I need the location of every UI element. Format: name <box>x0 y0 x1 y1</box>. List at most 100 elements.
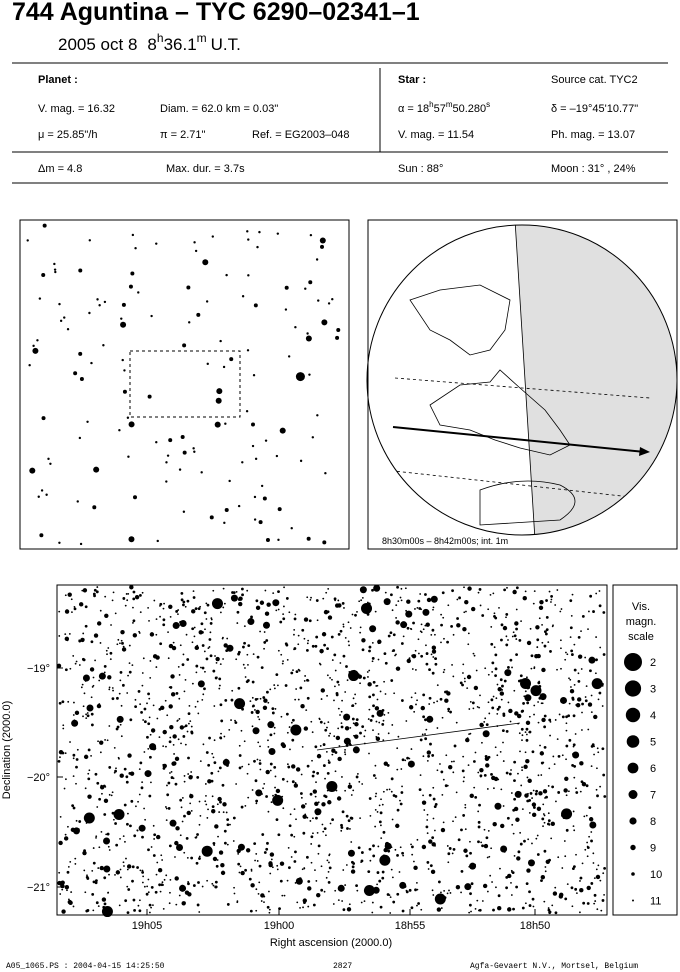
star <box>87 748 91 752</box>
star <box>584 848 587 851</box>
star <box>395 667 398 670</box>
star <box>591 743 595 747</box>
star <box>75 782 77 785</box>
star <box>493 776 499 782</box>
star <box>530 654 534 658</box>
star <box>266 841 269 845</box>
star <box>132 606 134 609</box>
star <box>446 845 449 847</box>
star <box>541 667 546 673</box>
star <box>414 649 417 652</box>
star <box>218 684 221 687</box>
star <box>220 719 224 723</box>
star <box>224 422 227 425</box>
star <box>293 835 296 838</box>
star <box>259 697 262 700</box>
star <box>281 795 284 798</box>
star <box>45 493 48 496</box>
star <box>356 610 358 613</box>
star <box>146 702 148 705</box>
star <box>195 861 199 865</box>
star <box>333 735 336 738</box>
star <box>419 593 422 595</box>
star <box>124 840 126 843</box>
star <box>547 785 550 787</box>
star <box>211 598 223 610</box>
star <box>446 690 448 693</box>
star <box>111 687 114 689</box>
star <box>544 870 547 873</box>
star <box>183 775 186 777</box>
star <box>323 890 326 893</box>
star <box>67 865 70 868</box>
star <box>601 747 605 751</box>
star <box>443 668 446 671</box>
star <box>173 753 175 755</box>
star <box>342 625 345 628</box>
star <box>525 720 531 726</box>
star <box>414 692 417 695</box>
star <box>369 814 372 817</box>
star <box>58 635 61 637</box>
star <box>483 721 486 723</box>
star <box>101 792 103 795</box>
star <box>149 660 152 662</box>
star <box>207 763 211 767</box>
star <box>231 591 234 594</box>
star <box>598 590 601 592</box>
star <box>469 892 472 896</box>
star <box>587 628 589 630</box>
star <box>126 822 129 826</box>
star <box>275 788 281 794</box>
star <box>121 358 124 362</box>
star <box>513 779 516 782</box>
star <box>119 723 122 726</box>
star <box>291 780 295 784</box>
star <box>513 760 517 764</box>
star <box>460 828 463 832</box>
star <box>99 642 102 644</box>
star <box>277 833 281 837</box>
star <box>82 632 85 635</box>
star <box>533 713 535 716</box>
star <box>256 698 259 700</box>
star <box>454 816 457 819</box>
star <box>347 784 353 789</box>
star <box>336 796 342 801</box>
star <box>415 669 417 671</box>
star <box>320 888 324 892</box>
star <box>74 710 80 716</box>
star <box>213 761 217 765</box>
star <box>596 908 599 911</box>
star <box>544 866 547 868</box>
star <box>402 635 405 638</box>
star <box>327 587 330 590</box>
star <box>440 770 444 774</box>
star <box>191 682 194 685</box>
star <box>73 719 76 722</box>
star <box>326 859 329 862</box>
star <box>466 687 469 690</box>
star <box>177 665 180 668</box>
star <box>338 745 341 747</box>
star <box>205 300 209 303</box>
star <box>554 911 558 915</box>
star <box>441 716 444 719</box>
star <box>134 247 137 250</box>
star <box>392 649 396 652</box>
star <box>446 892 449 895</box>
star <box>98 679 101 682</box>
star <box>345 665 348 668</box>
star <box>550 598 553 601</box>
star <box>204 628 206 631</box>
star <box>223 829 227 833</box>
star <box>260 900 263 902</box>
star <box>219 339 222 343</box>
star <box>95 836 97 839</box>
star <box>75 758 79 761</box>
star <box>550 837 553 840</box>
star <box>286 731 289 734</box>
star <box>312 817 314 820</box>
star <box>120 629 125 635</box>
